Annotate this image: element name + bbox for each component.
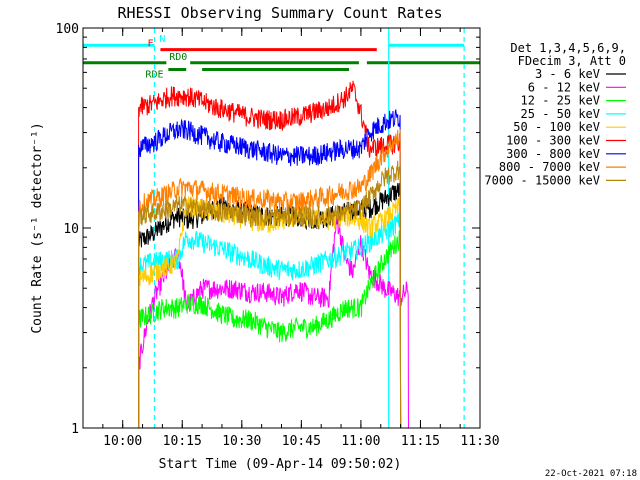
legend-header-line-2: FDecim 3, Att 0 bbox=[518, 54, 626, 68]
y-axis-label: Count Rate (s⁻¹ detector⁻¹) bbox=[30, 122, 45, 333]
series-line-7000-15000-kev bbox=[138, 160, 402, 428]
series-line-800-7000-kev bbox=[138, 129, 402, 428]
legend-header-line-1: Det 1,3,4,5,6,9, bbox=[510, 41, 626, 55]
legend-label-100-300-kev: 100 - 300 keV bbox=[506, 134, 600, 148]
legend-label-7000-15000-kev: 7000 - 15000 keV bbox=[484, 173, 600, 187]
flag-label-rd0: RD0 bbox=[169, 52, 187, 63]
x-tick-label-10-30: 10:30 bbox=[222, 434, 261, 449]
y-tick-label-1: 1 bbox=[71, 422, 79, 437]
series-line-100-300-kev bbox=[138, 80, 402, 428]
x-axis-label: Start Time (09-Apr-14 09:50:02) bbox=[159, 457, 402, 472]
series-line-25-50-kev bbox=[138, 211, 402, 428]
axes-layer: 10:00 10:15 10:30 10:45 11:00 11:15 11:30 1 10 10… bbox=[56, 22, 500, 449]
legend-label-300-800-kev: 300 - 800 keV bbox=[506, 147, 600, 161]
chart-title: RHESSI Observing Summary Count Rates bbox=[117, 4, 442, 22]
legend-label-25-50-kev: 25 - 50 keV bbox=[521, 107, 600, 121]
footer-timestamp: 22-Oct-2021 07:18 bbox=[545, 469, 637, 479]
x-tick-label-11-30: 11:30 bbox=[460, 434, 499, 449]
series-layer bbox=[138, 80, 409, 428]
y-tick-label-10: 10 bbox=[63, 222, 79, 237]
x-tick-label-10-45: 10:45 bbox=[282, 434, 321, 449]
y-tick-label-100: 100 bbox=[56, 22, 79, 37]
legend-label-6-12-kev: 6 - 12 keV bbox=[528, 80, 600, 94]
legend-label-800-7000-kev: 800 - 7000 keV bbox=[499, 160, 600, 174]
x-tick-label-11-00: 11:00 bbox=[341, 434, 380, 449]
series-line-300-800-kev bbox=[138, 108, 402, 428]
legend-label-50-100-kev: 50 - 100 keV bbox=[513, 120, 600, 134]
legend-label-12-25-kev: 12 - 25 keV bbox=[521, 94, 600, 108]
legend: Det 1,3,4,5,6,9, FDecim 3, Att 0 3 - 6 k… bbox=[484, 41, 626, 187]
series-line-12-25-kev bbox=[138, 230, 402, 428]
flag-label-n: N bbox=[159, 34, 165, 45]
x-tick-label-10-15: 10:15 bbox=[163, 434, 202, 449]
x-tick-label-11-15: 11:15 bbox=[401, 434, 440, 449]
legend-label-3-6-kev: 3 - 6 keV bbox=[535, 67, 600, 81]
x-tick-label-10-00: 10:00 bbox=[103, 434, 142, 449]
flag-label-f: F bbox=[147, 39, 153, 50]
